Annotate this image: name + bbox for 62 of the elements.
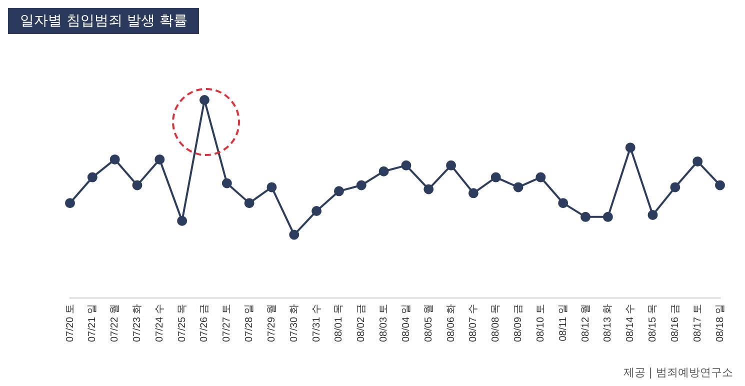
point: [266, 182, 277, 192]
point: [65, 198, 75, 208]
x-tick-label: 07/24 수: [154, 304, 166, 342]
point: [289, 230, 300, 240]
x-tick-label: 07/31 수: [311, 304, 322, 342]
x-tick-label: 08/04 일: [400, 304, 412, 342]
x-tick-label: 08/05 월: [423, 304, 434, 342]
point: [132, 180, 142, 190]
x-tick-label: 07/28 일: [244, 304, 256, 342]
x-tick-label: 08/13 화: [602, 304, 614, 342]
x-tick-label: 07/29 월: [266, 304, 278, 342]
text: 제공 | 범죄예방연구소: [623, 365, 733, 380]
point: [692, 156, 703, 166]
x-tick-label: 08/18 일: [714, 304, 726, 342]
point: [468, 188, 478, 198]
x-tick-label: 08/07 수: [468, 304, 480, 342]
point: [334, 186, 344, 196]
chart-title: 일자별 침입범죄 발생 확률: [8, 8, 200, 34]
x-tick-label: 08/10 토: [535, 304, 546, 342]
point: [424, 184, 434, 194]
point: [312, 206, 322, 216]
x-tick-label: 08/11 일: [558, 304, 569, 342]
x-tick-label: 08/03 토: [378, 304, 390, 342]
point: [490, 172, 501, 182]
point: [670, 182, 680, 192]
x-tick-label: 08/02 금: [356, 304, 368, 342]
x-tick-label: 07/25 목: [176, 304, 188, 342]
x-tick-label: 08/17 토: [692, 304, 704, 342]
point: [558, 198, 568, 208]
point: [244, 198, 254, 208]
point: [154, 154, 165, 164]
point: [513, 182, 524, 192]
point: [401, 160, 412, 170]
x-tick-label: 08/16 금: [670, 304, 681, 342]
x-tick-label: 07/23 화: [132, 304, 143, 342]
x-tick-label: 07/27 토: [222, 304, 233, 342]
x-tick-label: 08/06 화: [446, 304, 457, 342]
x-tick-label: 07/22 월: [110, 304, 121, 342]
x-tick-label: 08/15 목: [648, 304, 659, 342]
point: [648, 210, 658, 220]
point: [87, 172, 98, 182]
x-tick-label: 08/14 수: [625, 304, 636, 342]
x-tick-label: 08/01 목: [334, 304, 345, 342]
point: [580, 212, 591, 222]
x-tick-label: 07/26 금: [199, 304, 210, 342]
point: [446, 160, 456, 170]
point: [715, 180, 725, 190]
point: [378, 166, 389, 176]
x-tick-label: 08/08 목: [490, 304, 502, 342]
point: [625, 142, 636, 153]
x-tick-label: 08/09 금: [513, 304, 524, 342]
point: [177, 216, 188, 226]
x-tick-label: 07/20 토: [64, 304, 76, 342]
point: [536, 172, 546, 182]
point: [602, 212, 613, 222]
x-tick-label: 07/21 일: [87, 304, 98, 342]
point: [199, 95, 210, 105]
x-tick-label: 08/12 월: [580, 304, 592, 342]
x-tick-label: 07/30 화: [288, 304, 300, 342]
point: [356, 180, 366, 190]
point: [110, 154, 120, 164]
point: [222, 178, 232, 188]
